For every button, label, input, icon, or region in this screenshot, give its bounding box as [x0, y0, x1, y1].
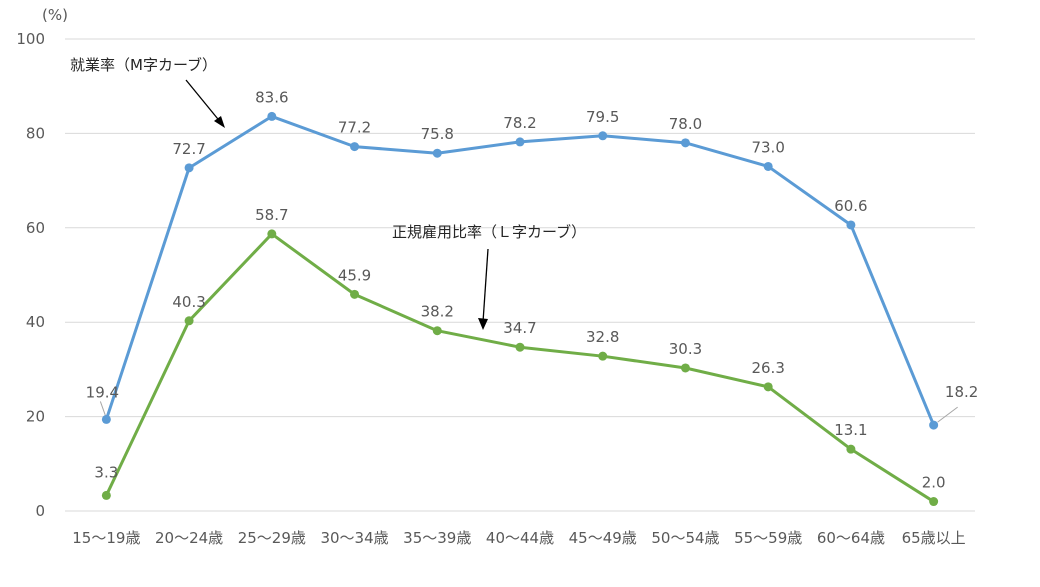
- gridlines: [65, 38, 975, 512]
- data-point: [184, 316, 194, 326]
- data-label: 19.4: [86, 383, 119, 401]
- data-label: 77.2: [338, 119, 371, 137]
- x-tick-label: 50～54歳: [651, 529, 719, 547]
- data-label: 34.7: [503, 319, 536, 337]
- x-tick-label: 25～29歳: [238, 529, 306, 547]
- data-point: [267, 111, 277, 121]
- label-leader-line: [99, 401, 106, 416]
- data-point: [598, 351, 608, 361]
- data-point: [432, 148, 442, 158]
- data-label: 13.1: [834, 421, 867, 439]
- data-label: 2.0: [922, 474, 946, 492]
- x-tick-label: 55～59歳: [734, 529, 802, 547]
- y-tick-label: 0: [35, 502, 45, 520]
- data-point: [680, 363, 690, 373]
- data-point: [515, 137, 525, 147]
- data-label: 38.2: [421, 303, 454, 321]
- series-1: [101, 229, 939, 507]
- data-point: [929, 497, 939, 507]
- y-tick-label: 20: [26, 408, 45, 426]
- x-tick-label: 20～24歳: [155, 529, 223, 547]
- x-tick-label: 65歳以上: [902, 529, 966, 547]
- y-tick-label: 60: [26, 219, 45, 237]
- data-point: [350, 142, 360, 152]
- data-label: 78.2: [503, 114, 536, 132]
- data-label: 79.5: [586, 108, 619, 126]
- data-label: 45.9: [338, 266, 371, 284]
- data-point: [846, 220, 856, 230]
- data-label: 78.0: [669, 115, 702, 133]
- data-label: 26.3: [751, 359, 784, 377]
- x-axis-ticks: 15～19歳 20～24歳 25～29歳 30～34歳 35～39歳 40～44歳 45～4…: [72, 529, 965, 547]
- data-point: [929, 420, 939, 430]
- data-label: 83.6: [255, 88, 288, 106]
- y-axis-ticks: 0 20 40 60 80 100: [16, 30, 45, 520]
- series-line: [105, 232, 935, 503]
- annotation-m-curve-arrowhead: [214, 116, 225, 128]
- x-tick-label: 15～19歳: [72, 529, 140, 547]
- data-point: [763, 382, 773, 392]
- data-point: [598, 131, 608, 141]
- x-tick-label: 30～34歳: [320, 529, 388, 547]
- data-point: [515, 342, 525, 352]
- series-0: [101, 111, 939, 430]
- data-label: 3.3: [94, 463, 118, 481]
- data-label: 73.0: [751, 138, 784, 156]
- series-lines: [101, 111, 939, 507]
- annotation-l-curve-arrow: [482, 248, 489, 323]
- data-point: [267, 229, 277, 239]
- data-point: [350, 289, 360, 299]
- annotation-l-curve: 正規雇用比率（Ｌ字カーブ）: [392, 223, 586, 241]
- data-label: 30.3: [669, 340, 702, 358]
- data-label: 32.8: [586, 328, 619, 346]
- annotation-m-curve: 就業率（M字カーブ）: [70, 56, 217, 74]
- data-point: [432, 326, 442, 336]
- y-tick-label: 100: [16, 30, 45, 48]
- data-label: 60.6: [834, 197, 867, 215]
- data-label: 72.7: [172, 140, 205, 158]
- annotation-l-curve-arrowhead: [478, 318, 488, 330]
- y-tick-label: 80: [26, 124, 45, 142]
- data-labels: 19.4 72.7 83.6 77.2 75.8 78.2 79.5 78.0 73.0 60.6…: [86, 88, 979, 491]
- y-axis-unit-label: (%): [42, 6, 68, 24]
- data-label: 75.8: [421, 125, 454, 143]
- x-tick-label: 35～39歳: [403, 529, 471, 547]
- data-point: [846, 444, 856, 454]
- data-label: 18.2: [945, 383, 978, 401]
- annotations: 就業率（M字カーブ） 正規雇用比率（Ｌ字カーブ）: [70, 56, 586, 330]
- data-label: 40.3: [172, 293, 205, 311]
- y-tick-label: 40: [26, 313, 45, 331]
- data-point: [680, 138, 690, 148]
- x-tick-label: 60～64歳: [817, 529, 885, 547]
- data-point: [101, 414, 111, 424]
- annotation-m-curve-arrow: [185, 79, 223, 125]
- data-point: [763, 161, 773, 171]
- series-line: [104, 114, 936, 426]
- data-label: 58.7: [255, 206, 288, 224]
- label-leader-line: [937, 406, 958, 423]
- data-point: [184, 163, 194, 173]
- x-tick-label: 40～44歳: [486, 529, 554, 547]
- data-point: [101, 490, 111, 500]
- x-tick-label: 45～49歳: [569, 529, 637, 547]
